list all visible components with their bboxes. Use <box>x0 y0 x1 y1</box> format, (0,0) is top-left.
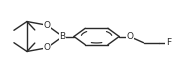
Text: O: O <box>44 43 50 52</box>
Text: F: F <box>166 38 171 47</box>
Text: B: B <box>60 32 66 41</box>
Text: O: O <box>126 32 133 41</box>
Text: O: O <box>44 21 50 30</box>
